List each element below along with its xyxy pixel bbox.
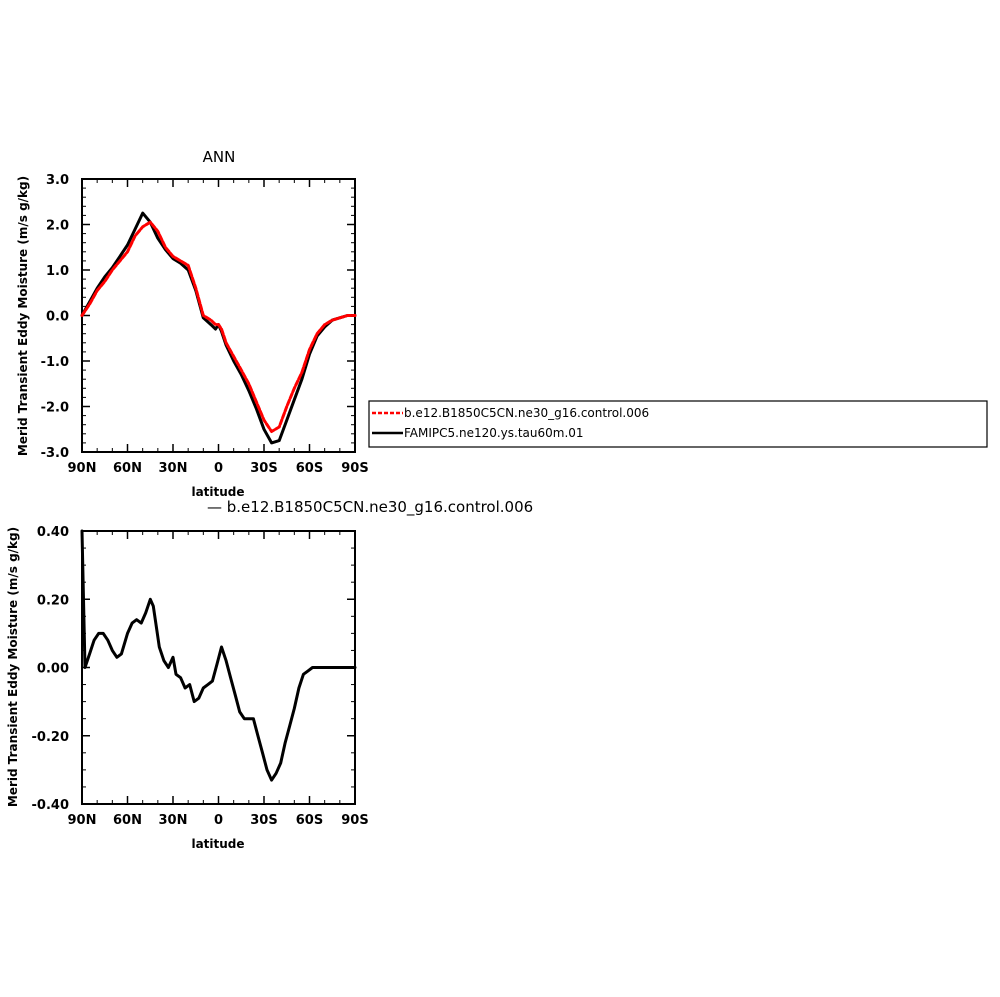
top-y-axis-label: Merid Transient Eddy Moisture (m/s g/kg) <box>16 176 30 456</box>
top-x-tick-label: 0 <box>214 461 223 476</box>
bottom-y-tick-label: -0.20 <box>32 730 69 745</box>
top-series <box>80 211 357 445</box>
top-series-line-0 <box>80 220 357 433</box>
legend-item-2-label: FAMIPC5.ne120.ys.tau60m.01 <box>404 426 584 440</box>
top-y-tick-label: 2.0 <box>46 219 69 234</box>
top-x-tick-label: 90S <box>341 461 368 476</box>
bottom-chart: — b.e12.B1850C5CN.ne30_g16.control.006 9… <box>6 498 533 851</box>
top-y-tick-label: -2.0 <box>41 401 69 416</box>
bottom-x-tick-label: 90N <box>68 813 97 828</box>
top-x-tick-label: 60N <box>113 461 142 476</box>
bottom-y-tick-label: 0.00 <box>37 662 69 677</box>
bottom-series <box>80 529 357 782</box>
bottom-x-tick-label: 0 <box>214 813 223 828</box>
bottom-x-axis-label: latitude <box>191 837 244 851</box>
bottom-y-tick-label: -0.40 <box>32 798 69 813</box>
bottom-x-tick-label: 30S <box>250 813 277 828</box>
top-y-tick-label: 1.0 <box>46 264 69 279</box>
top-x-tick-label: 60S <box>296 461 323 476</box>
legend-box <box>368 400 988 448</box>
top-y-tick-label: -1.0 <box>41 355 69 370</box>
bottom-x-tick-label: 30N <box>159 813 188 828</box>
top-x-tick-label: 30S <box>250 461 277 476</box>
top-chart-title: ANN <box>203 148 236 166</box>
top-x-tick-label: 90N <box>68 461 97 476</box>
bottom-y-tick-label: 0.40 <box>37 525 69 540</box>
top-chart: ANN 90N 60N 30N 0 30S 60S 90S 3.0 2.0 1.0 0.0 -1.0 -… <box>16 148 369 499</box>
top-x-axis-label: latitude <box>191 485 244 499</box>
bottom-chart-title: — b.e12.B1850C5CN.ne30_g16.control.006 <box>207 498 533 517</box>
top-y-tick-label: 3.0 <box>46 173 69 188</box>
top-ticks: 90N 60N 30N 0 30S 60S 90S 3.0 2.0 1.0 0.0 -1.0 -2.0 -… <box>41 173 369 476</box>
bottom-y-tick-label: 0.20 <box>37 593 69 608</box>
bottom-y-axis-label: Merid Transient Eddy Moisture (m/s g/kg) <box>6 527 20 807</box>
top-x-tick-label: 30N <box>159 461 188 476</box>
top-y-tick-label: 0.0 <box>46 310 69 325</box>
bottom-x-tick-label: 90S <box>341 813 368 828</box>
bottom-series-line-0 <box>80 529 357 782</box>
top-plot-frame <box>81 178 356 453</box>
bottom-x-tick-label: 60S <box>296 813 323 828</box>
legend: b.e12.B1850C5CN.ne30_g16.control.006 FAM… <box>368 400 988 448</box>
top-series-line-1 <box>80 211 357 445</box>
top-y-tick-label: -3.0 <box>41 446 69 461</box>
bottom-x-tick-label: 60N <box>113 813 142 828</box>
legend-item-1-label: b.e12.B1850C5CN.ne30_g16.control.006 <box>404 406 649 420</box>
